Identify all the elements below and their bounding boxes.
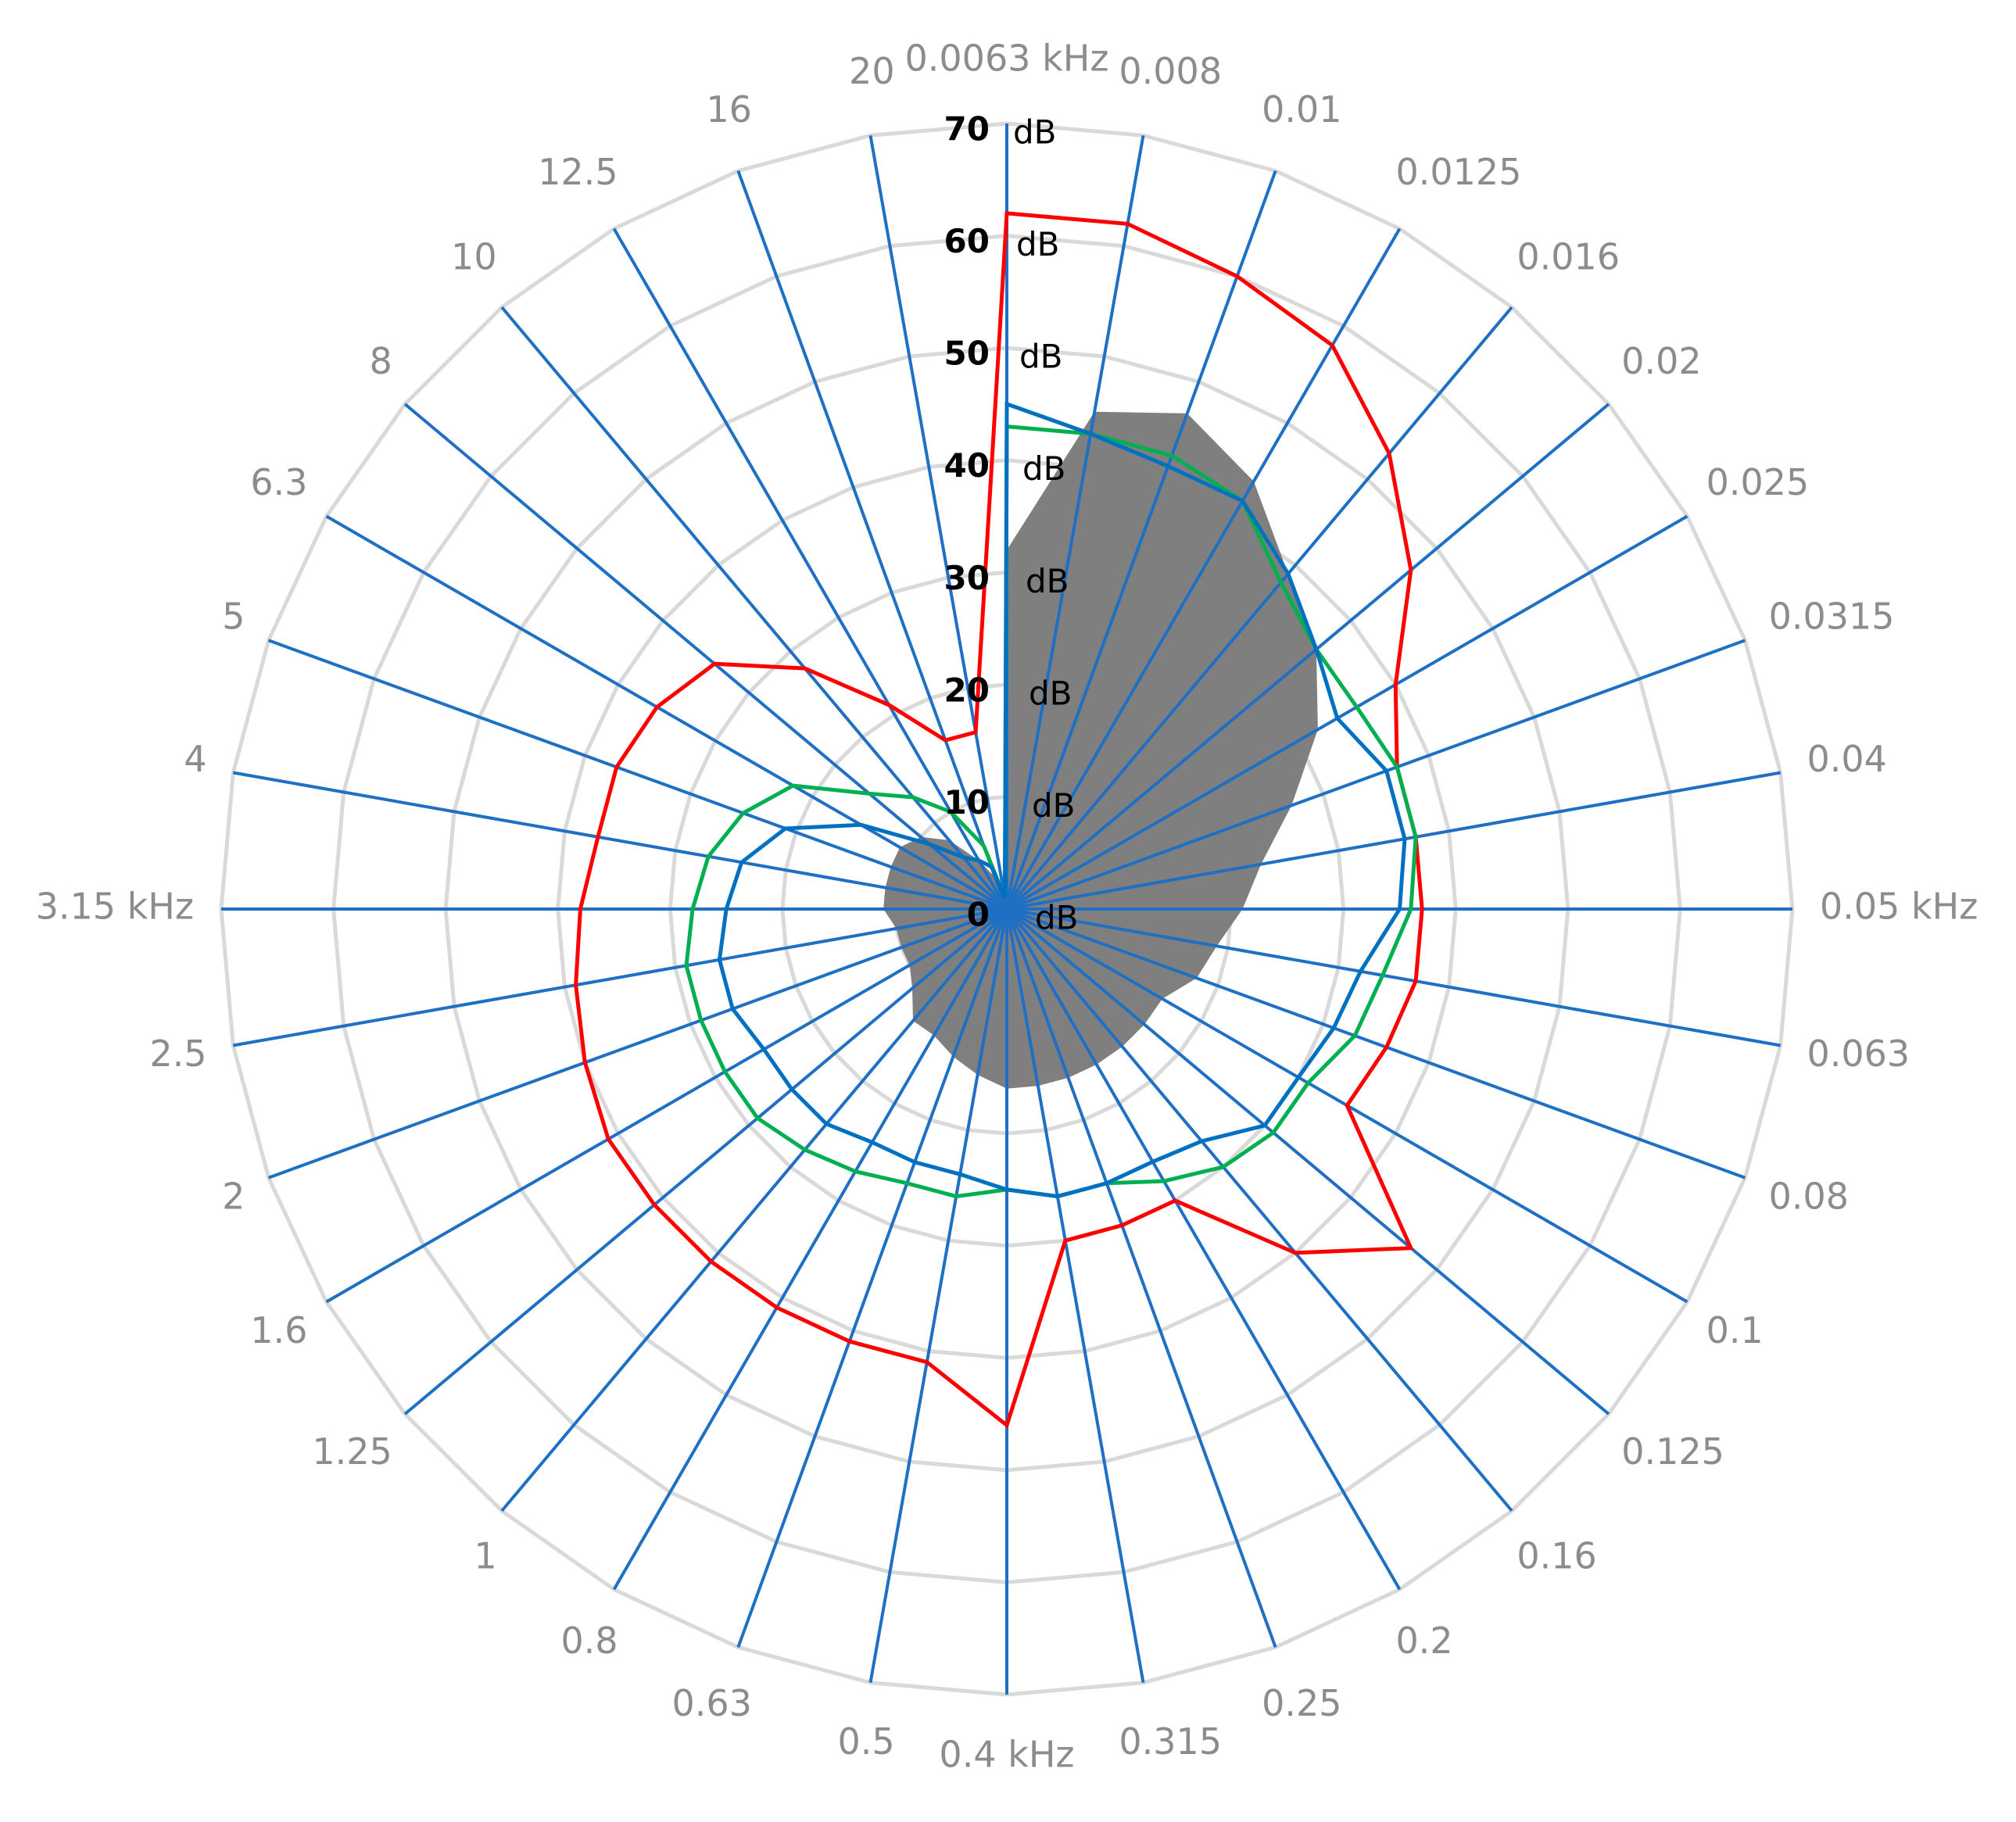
spoke-30 bbox=[325, 514, 1008, 911]
category-label: 0.8 bbox=[560, 1620, 618, 1662]
category-label: 0.125 bbox=[1621, 1430, 1724, 1473]
category-label: 0.02 bbox=[1621, 340, 1701, 382]
radial-tick-unit: dB bbox=[1016, 225, 1059, 263]
category-label: 0.016 bbox=[1516, 235, 1620, 277]
radial-tick-unit: dB bbox=[1013, 113, 1056, 152]
category-label: 0.4 kHz bbox=[939, 1734, 1074, 1776]
spoke-2 bbox=[1005, 170, 1277, 910]
category-label: 12.5 bbox=[538, 151, 618, 193]
category-label: 0.08 bbox=[1769, 1176, 1849, 1218]
radial-tick-unit: dB bbox=[1019, 338, 1062, 376]
radial-tick-label: 30 bbox=[944, 559, 990, 597]
spoke-26 bbox=[232, 907, 1008, 1047]
radial-tick-unit: dB bbox=[1026, 562, 1069, 600]
spoke-23 bbox=[403, 907, 1008, 1416]
spoke-29 bbox=[267, 639, 1008, 911]
radial-tick-label: 60 bbox=[944, 222, 990, 260]
spoke-13 bbox=[1005, 907, 1610, 1416]
series-line-3 bbox=[717, 401, 1407, 1199]
spoke-15 bbox=[1005, 908, 1402, 1591]
category-label: 2 bbox=[222, 1176, 245, 1218]
spoke-32 bbox=[500, 306, 1008, 911]
spoke-25 bbox=[267, 907, 1008, 1179]
category-label: 10 bbox=[451, 235, 497, 277]
spoke-8 bbox=[1006, 771, 1781, 911]
spoke-6 bbox=[1006, 514, 1688, 911]
spoke-3 bbox=[1005, 227, 1402, 910]
category-label: 0.5 bbox=[837, 1720, 894, 1763]
spoke-17 bbox=[1005, 908, 1145, 1684]
center-hub bbox=[991, 893, 1022, 925]
category-label: 0.05 kHz bbox=[1820, 886, 1978, 928]
spoke-10 bbox=[1006, 907, 1781, 1047]
category-label: 0.1 bbox=[1706, 1309, 1764, 1351]
category-label: 0.315 bbox=[1119, 1720, 1222, 1763]
category-label: 1 bbox=[474, 1535, 496, 1577]
spoke-20 bbox=[736, 908, 1008, 1648]
series-line-1 bbox=[574, 211, 1424, 1429]
spoke-16 bbox=[1005, 908, 1277, 1648]
spoke-4 bbox=[1005, 306, 1513, 911]
spoke-34 bbox=[736, 170, 1008, 910]
spoke-28 bbox=[232, 771, 1008, 911]
radial-tick-label: 70 bbox=[944, 110, 990, 149]
category-labels: 0.0063 kHz 0.008 0.01 0.0125 0.016 0.02 0.025 0… bbox=[36, 38, 1978, 1776]
category-label: 20 bbox=[849, 50, 895, 92]
radial-tick-label: 10 bbox=[944, 783, 990, 822]
radial-tick-unit: dB bbox=[1032, 786, 1075, 825]
spoke-19 bbox=[868, 908, 1008, 1684]
category-label: 0.25 bbox=[1262, 1682, 1341, 1724]
radial-tick-label: 40 bbox=[944, 446, 990, 485]
category-label: 0.0125 bbox=[1396, 151, 1522, 193]
spoke-35 bbox=[868, 134, 1008, 910]
spoke-1 bbox=[1005, 134, 1145, 910]
category-label: 0.063 bbox=[1807, 1033, 1910, 1075]
category-label: 0.0063 kHz bbox=[905, 38, 1109, 80]
spoke-5 bbox=[1005, 403, 1610, 911]
category-label: 16 bbox=[706, 88, 752, 131]
spoke-22 bbox=[500, 907, 1008, 1512]
radial-axis-labels: 0 dB 10 dB 20 dB 30 dB 40 dB 50 dB 60 dB 70 dB bbox=[944, 110, 1079, 937]
category-label: 5 bbox=[222, 595, 245, 637]
category-label: 0.63 bbox=[671, 1682, 751, 1724]
category-spokes bbox=[221, 123, 1792, 1695]
category-label: 0.0315 bbox=[1769, 595, 1895, 637]
series-line-layer bbox=[574, 211, 1424, 1429]
category-label: 4 bbox=[184, 738, 206, 780]
radial-tick-unit: dB bbox=[1022, 449, 1065, 488]
category-label: 0.04 bbox=[1807, 738, 1887, 780]
radial-tick-unit: dB bbox=[1029, 674, 1072, 712]
radial-tick-label: 20 bbox=[944, 671, 990, 709]
spoke-11 bbox=[1006, 907, 1746, 1179]
category-label: 0.01 bbox=[1262, 88, 1341, 131]
category-label: 8 bbox=[370, 340, 392, 382]
spoke-21 bbox=[612, 908, 1008, 1591]
spoke-7 bbox=[1006, 639, 1746, 911]
category-label: 0.008 bbox=[1119, 50, 1222, 92]
category-label: 3.15 kHz bbox=[36, 886, 194, 928]
category-label: 6.3 bbox=[250, 461, 307, 503]
radial-tick-label: 50 bbox=[944, 335, 990, 373]
spoke-14 bbox=[1005, 907, 1513, 1512]
category-label: 1.6 bbox=[250, 1309, 307, 1351]
radial-tick-label: 0 bbox=[967, 896, 990, 934]
category-label: 0.025 bbox=[1706, 461, 1810, 503]
category-label: 2.5 bbox=[149, 1033, 206, 1075]
category-label: 1.25 bbox=[312, 1430, 392, 1473]
spoke-24 bbox=[325, 907, 1008, 1304]
category-label: 0.16 bbox=[1516, 1535, 1596, 1577]
category-label: 0.2 bbox=[1396, 1620, 1453, 1662]
spoke-31 bbox=[403, 403, 1008, 911]
radial-tick-unit: dB bbox=[1035, 899, 1078, 937]
spoke-33 bbox=[612, 227, 1008, 910]
